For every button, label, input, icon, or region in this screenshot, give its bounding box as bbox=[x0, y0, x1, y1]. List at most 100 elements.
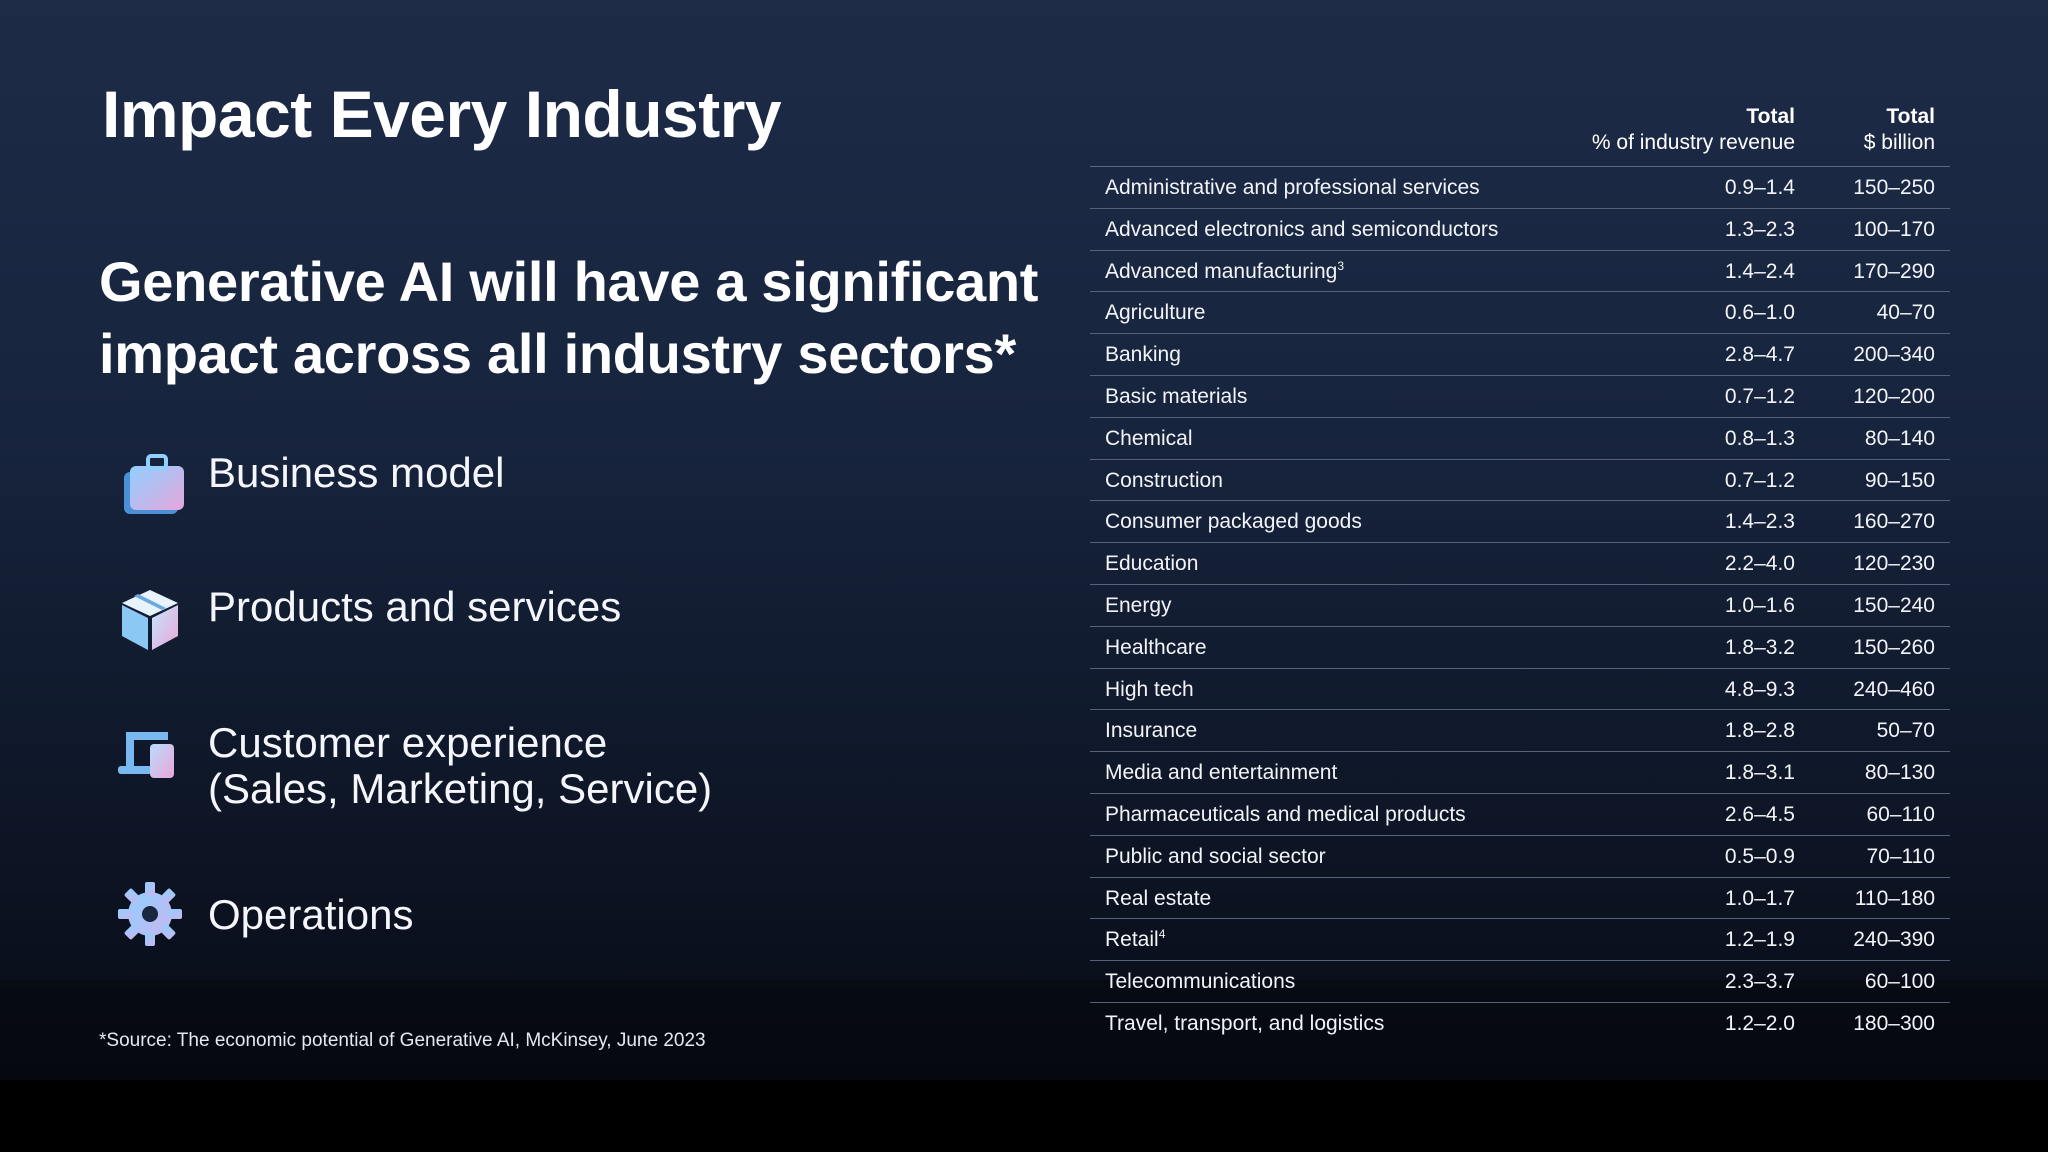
industry-name: Travel, transport, and logistics bbox=[1105, 1003, 1384, 1044]
industry-name-text: Retail bbox=[1105, 928, 1159, 952]
industry-name: Telecommunications bbox=[1105, 961, 1295, 1002]
pct-revenue-cell: 0.8–1.3 bbox=[1724, 426, 1795, 450]
industry-name: Basic materials bbox=[1105, 376, 1247, 417]
industry-name-text: Construction bbox=[1105, 468, 1223, 492]
billion-cell: 40–70 bbox=[1876, 301, 1935, 325]
table-row: Administrative and professional services… bbox=[1090, 167, 1950, 209]
pct-revenue-cell: 1.0–1.6 bbox=[1724, 593, 1795, 617]
industry-name-text: Travel, transport, and logistics bbox=[1105, 1011, 1385, 1035]
billion-cell: 80–130 bbox=[1864, 761, 1935, 785]
billion-cell: 60–100 bbox=[1864, 970, 1935, 994]
pct-revenue-cell: 1.3–2.3 bbox=[1724, 217, 1795, 241]
pct-revenue-cell: 1.8–3.2 bbox=[1724, 635, 1795, 659]
industry-name-text: Administrative and professional services bbox=[1105, 176, 1480, 199]
billion-cell: 120–230 bbox=[1853, 552, 1935, 576]
billion-cell: 240–460 bbox=[1853, 677, 1935, 701]
column-header-title: Total bbox=[1886, 105, 1935, 128]
table-row: Consumer packaged goods 1.4–2.3 160–270 bbox=[1090, 501, 1950, 544]
industry-name: Chemical bbox=[1105, 418, 1193, 459]
table-row: High tech 4.8–9.3 240–460 bbox=[1090, 669, 1950, 711]
industry-name: High tech bbox=[1105, 669, 1194, 710]
table-header: Total % of industry revenue Total $ bill… bbox=[1090, 104, 1950, 167]
industry-name: Administrative and professional services bbox=[1105, 167, 1480, 208]
pct-revenue-cell: 0.7–1.2 bbox=[1724, 384, 1795, 408]
footnote-marker: 3 bbox=[1337, 258, 1344, 273]
table-row: Chemical 0.8–1.3 80–140 bbox=[1090, 418, 1950, 460]
footnote-marker: 4 bbox=[1158, 927, 1166, 942]
billion-cell: 110–180 bbox=[1854, 886, 1935, 910]
industry-name-text: Banking bbox=[1105, 343, 1181, 367]
table-row: Insurance 1.8–2.8 50–70 bbox=[1090, 710, 1950, 753]
column-header-sub: % of industry revenue bbox=[1591, 131, 1795, 154]
pct-revenue-cell: 4.8–9.3 bbox=[1724, 677, 1795, 701]
industry-name: Agriculture bbox=[1105, 292, 1205, 333]
briefcase-icon bbox=[114, 450, 186, 522]
pct-revenue-cell: 2.8–4.7 bbox=[1724, 343, 1795, 367]
industry-name: Advanced manufacturing3 bbox=[1105, 251, 1344, 292]
table-row: Construction 0.7–1.2 90–150 bbox=[1090, 460, 1950, 502]
industry-name-text: Advanced electronics and semiconductors bbox=[1105, 217, 1499, 241]
footer-band bbox=[0, 980, 2048, 1080]
pct-revenue-cell: 1.4–2.4 bbox=[1724, 259, 1795, 283]
industry-name-text: Agriculture bbox=[1105, 301, 1206, 325]
industry-name-text: Education bbox=[1105, 552, 1199, 576]
table-row: Telecommunications 2.3–3.7 60–100 bbox=[1090, 961, 1950, 1003]
industry-name-text: Media and entertainment bbox=[1105, 761, 1338, 785]
industry-name: Energy bbox=[1105, 585, 1172, 626]
industry-name-text: Real estate bbox=[1105, 886, 1212, 910]
billion-cell: 200–340 bbox=[1853, 343, 1935, 367]
industry-name-text: Consumer packaged goods bbox=[1105, 510, 1362, 534]
billion-cell: 240–390 bbox=[1853, 928, 1935, 952]
industry-name: Public and social sector bbox=[1105, 836, 1326, 877]
gear-icon bbox=[114, 878, 186, 950]
pct-revenue-cell: 0.6–1.0 bbox=[1724, 301, 1795, 325]
table-body: Administrative and professional services… bbox=[1090, 167, 1950, 1044]
table-row: Healthcare 1.8–3.2 150–260 bbox=[1090, 627, 1950, 669]
box-icon bbox=[114, 584, 186, 656]
billion-cell: 60–110 bbox=[1866, 802, 1935, 826]
industry-name-text: Chemical bbox=[1105, 426, 1193, 450]
billion-cell: 50–70 bbox=[1876, 719, 1935, 743]
table-row: Basic materials 0.7–1.2 120–200 bbox=[1090, 376, 1950, 418]
pct-revenue-cell: 1.4–2.3 bbox=[1724, 510, 1795, 534]
pct-revenue-cell: 2.3–3.7 bbox=[1724, 970, 1795, 994]
table-row: Public and social sector 0.5–0.9 70–110 bbox=[1090, 836, 1950, 878]
table-row: Real estate 1.0–1.7 110–180 bbox=[1090, 878, 1950, 920]
billion-cell: 100–170 bbox=[1853, 217, 1935, 241]
industry-impact-table: Total % of industry revenue Total $ bill… bbox=[1090, 104, 1950, 1044]
billion-cell: 70–110 bbox=[1866, 844, 1935, 868]
pct-revenue-cell: 0.7–1.2 bbox=[1724, 468, 1795, 492]
industry-name: Insurance bbox=[1105, 710, 1197, 751]
industry-name: Pharmaceuticals and medical products bbox=[1105, 794, 1466, 835]
pct-revenue-cell: 1.8–2.8 bbox=[1724, 719, 1795, 743]
pct-revenue-cell: 1.0–1.7 bbox=[1724, 886, 1795, 910]
table-row: Education 2.2–4.0 120–230 bbox=[1090, 543, 1950, 585]
table-row: Advanced electronics and semiconductors 1… bbox=[1090, 209, 1950, 251]
column-header-title: Total bbox=[1746, 105, 1795, 128]
industry-name-text: High tech bbox=[1105, 677, 1194, 701]
slide-subtitle: Generative AI will have a significant im… bbox=[99, 250, 1039, 385]
industry-name-text: Pharmaceuticals and medical products bbox=[1105, 802, 1466, 826]
pct-revenue-cell: 1.2–2.0 bbox=[1724, 1011, 1795, 1035]
industry-name: Advanced electronics and semiconductors bbox=[1105, 209, 1498, 250]
pct-revenue-cell: 2.6–4.5 bbox=[1724, 802, 1795, 826]
industry-name: Healthcare bbox=[1105, 627, 1207, 668]
table-row: Retail4 1.2–1.9 240–390 bbox=[1090, 919, 1950, 962]
industry-name: Education bbox=[1105, 543, 1198, 584]
table-row: Pharmaceuticals and medical products 2.6–… bbox=[1090, 794, 1950, 836]
feature-label: Customer experience (Sales, Marketing, S… bbox=[208, 720, 712, 812]
table-row: Banking 2.8–4.7 200–340 bbox=[1090, 334, 1950, 376]
industry-name: Banking bbox=[1105, 334, 1181, 375]
billion-cell: 80–140 bbox=[1864, 426, 1935, 450]
billion-cell: 150–250 bbox=[1853, 176, 1935, 199]
column-header-sub: $ billion bbox=[1863, 131, 1935, 154]
feature-label: Products and services bbox=[208, 583, 622, 630]
source-footnote: *Source: The economic potential of Gener… bbox=[99, 1030, 706, 1051]
industry-name: Media and entertainment bbox=[1105, 752, 1337, 793]
industry-name-text: Advanced manufacturing bbox=[1105, 259, 1338, 283]
industry-name-text: Healthcare bbox=[1105, 635, 1207, 659]
devices-icon bbox=[114, 720, 186, 792]
table-row: Advanced manufacturing3 1.4–2.4 170–290 bbox=[1090, 251, 1950, 293]
feature-label-line: Customer experience (Sales, Marketing, S… bbox=[208, 719, 713, 812]
industry-name: Consumer packaged goods bbox=[1105, 501, 1362, 542]
